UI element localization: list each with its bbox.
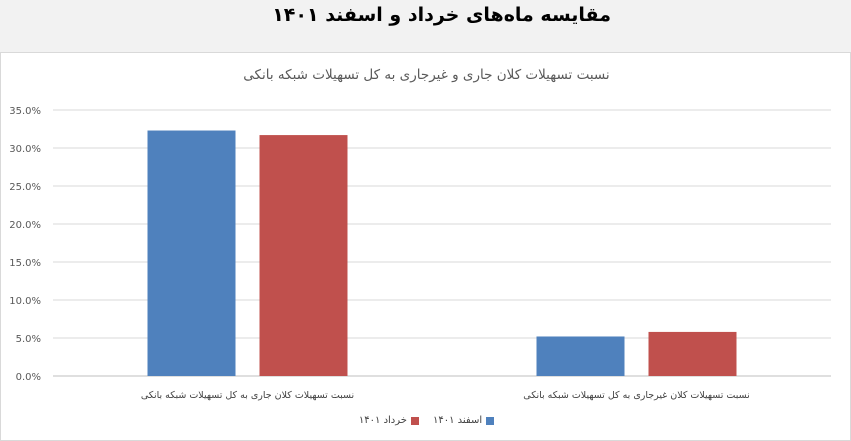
- chart-legend: اسفند ۱۴۰۱ خرداد ۱۴۰۱: [1, 415, 851, 426]
- legend-item-series-2: خرداد ۱۴۰۱: [359, 415, 419, 426]
- chart-panel: نسبت تسهیلات کلان جاری و غیرجاری به کل ت…: [0, 52, 851, 441]
- y-tick-label: 20.0%: [9, 220, 41, 231]
- y-tick-label: 10.0%: [9, 296, 41, 307]
- x-tick-label: نسبت تسهیلات کلان جاری به کل تسهیلات شبک…: [141, 390, 354, 401]
- page-title: مقایسه ماه‌های خرداد و اسفند ۱۴۰۱: [272, 4, 611, 26]
- legend-swatch-series-1: [486, 416, 495, 425]
- y-tick-label: 0.0%: [16, 372, 41, 383]
- legend-swatch-series-2: [410, 416, 419, 425]
- legend-item-series-1: اسفند ۱۴۰۱: [432, 415, 495, 426]
- y-tick-label: 25.0%: [9, 182, 41, 193]
- bar-1-2: [536, 336, 625, 376]
- x-tick-label: نسبت تسهیلات کلان غیرجاری به کل تسهیلات …: [523, 390, 749, 401]
- bar-2-1: [259, 135, 348, 376]
- bar-chart: 0.0% 5.0% 10.0% 15.0% 20.0% 25.0% 30.0% 35.0% نس…: [9, 106, 831, 401]
- legend-label-series-2: خرداد ۱۴۰۱: [358, 415, 407, 426]
- chart-title: نسبت تسهیلات کلان جاری و غیرجاری به کل ت…: [243, 67, 610, 83]
- y-tick-label: 35.0%: [9, 106, 41, 117]
- y-tick-label: 15.0%: [9, 258, 41, 269]
- bar-1-1: [147, 130, 236, 376]
- header-band: [0, 0, 851, 52]
- legend-label-series-1: اسفند ۱۴۰۱: [432, 415, 483, 426]
- y-tick-label: 30.0%: [9, 144, 41, 155]
- y-tick-label: 5.0%: [16, 334, 41, 345]
- bar-2-2: [648, 331, 737, 376]
